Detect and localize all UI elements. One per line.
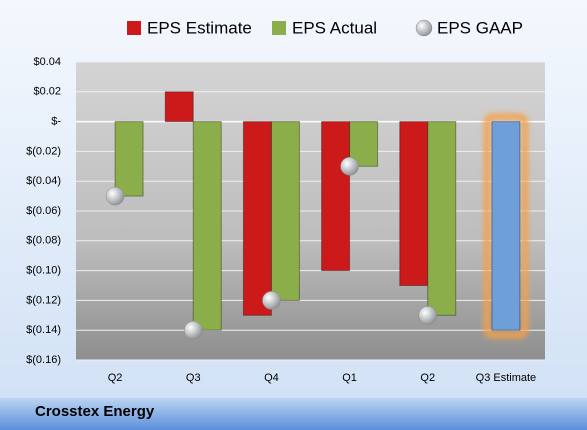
bar — [192, 121, 222, 331]
bar — [114, 121, 144, 197]
y-tick-label: $(0.08) — [26, 235, 61, 247]
legend-swatch — [127, 21, 141, 35]
bar — [321, 121, 351, 272]
y-tick-label: $(0.16) — [26, 354, 61, 366]
bar — [491, 121, 521, 331]
y-tick-label: $(0.12) — [26, 294, 61, 306]
footer-band — [0, 398, 587, 430]
chart-title: Crosstex Energy — [35, 403, 155, 420]
x-tick-label: Q2 — [420, 372, 435, 384]
x-tick-label: Q4 — [264, 372, 279, 384]
gaap-point — [184, 320, 203, 340]
bar — [399, 121, 429, 286]
y-tick-label: $0.04 — [33, 56, 61, 68]
y-tick-label: $- — [51, 116, 61, 128]
y-tick-label: $(0.02) — [26, 145, 61, 157]
legend-label: EPS Estimate — [147, 18, 252, 37]
legend-swatch — [415, 19, 433, 37]
gaap-point — [262, 291, 281, 310]
legend-label: EPS Actual — [292, 18, 377, 37]
y-tick-label: $(0.06) — [26, 205, 61, 217]
x-tick-label: Q1 — [342, 372, 357, 384]
gaap-point — [418, 306, 437, 325]
y-tick-label: $(0.14) — [26, 324, 61, 336]
gaap-point — [340, 157, 359, 176]
bar — [164, 91, 194, 123]
x-tick-label: Q3 — [186, 372, 201, 384]
y-tick-label: $0.02 — [33, 86, 61, 98]
x-tick-label: Q2 — [108, 372, 123, 384]
bar — [242, 121, 272, 316]
gaap-point — [105, 186, 125, 206]
x-tick-label: Q3 Estimate — [476, 372, 537, 384]
legend-swatch — [272, 21, 286, 35]
legend-label: EPS GAAP — [437, 18, 523, 37]
y-tick-label: $(0.10) — [26, 265, 61, 277]
bar — [427, 121, 457, 316]
bar-glow — [483, 113, 528, 339]
y-tick-label: $(0.04) — [26, 175, 61, 187]
bar — [270, 121, 300, 301]
